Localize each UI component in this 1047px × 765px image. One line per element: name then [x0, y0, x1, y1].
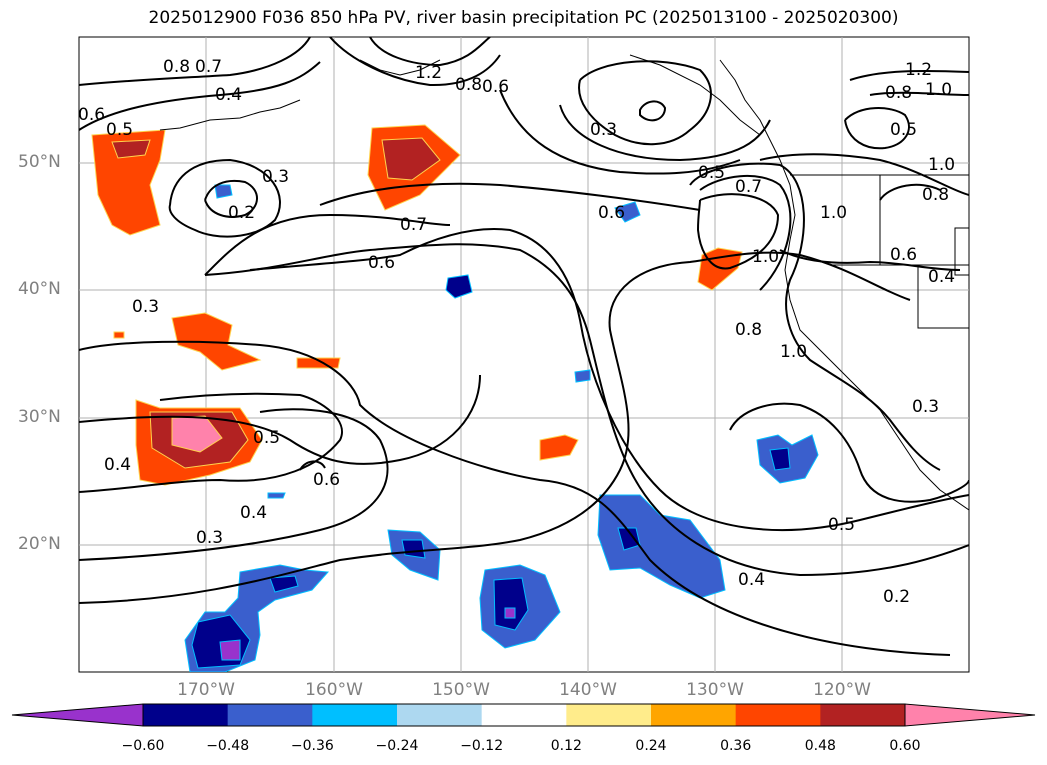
contour-label: 0.8 [163, 57, 190, 77]
colorbar-extend-max [904, 703, 1036, 727]
contour-label: 0.5 [106, 120, 133, 140]
colorbar-segment [735, 704, 821, 726]
contour-label: 0.7 [735, 177, 762, 197]
contour-labels: 0.8 0.7 0.4 0.6 0.5 0.3 0.2 0.7 0.6 1.2 … [78, 57, 955, 607]
colorbar-segment [481, 704, 567, 726]
contour-label: 0.4 [738, 570, 765, 590]
map-title: 2025012900 F036 850 hPa PV, river basin … [148, 8, 899, 28]
contour-label: 0.5 [828, 515, 855, 535]
lon-label: 170°W [177, 680, 235, 700]
colorbar-extend-min [11, 703, 144, 727]
contour-label: 0.3 [132, 297, 159, 317]
lon-label: 130°W [686, 680, 744, 700]
contour-label: 0.3 [912, 397, 939, 417]
contour-label: 0.6 [368, 253, 395, 273]
contour-label: 0.4 [240, 503, 267, 523]
contour-label: 0.6 [890, 245, 917, 265]
contour-label: 0.8 [922, 185, 949, 205]
lat-label: 40°N [18, 279, 61, 299]
contour-label: 0.2 [228, 203, 255, 223]
contour-label: 0.7 [195, 57, 222, 77]
lat-label: 20°N [18, 534, 61, 554]
colorbar-segment [566, 704, 652, 726]
contour-label: 0.6 [78, 105, 105, 125]
contour-label: 0.4 [928, 267, 955, 287]
contour-label: 0.3 [590, 120, 617, 140]
lat-label: 30°N [18, 407, 61, 427]
colorbar-tick-label: 0.12 [550, 738, 582, 754]
contour-label: 0.6 [482, 77, 509, 97]
graticule [79, 37, 969, 672]
contour-label: 0.5 [253, 428, 280, 448]
contour-label: 0.2 [883, 587, 910, 607]
coastlines [159, 54, 969, 511]
colorbar-segment [227, 704, 313, 726]
contour-label: 0.5 [698, 163, 725, 183]
lon-label: 150°W [432, 680, 490, 700]
colorbar-segment [651, 704, 737, 726]
contour-label: 1.0 [928, 155, 955, 175]
negative-pc-areas [184, 184, 819, 672]
contour-label: 0.6 [598, 203, 625, 223]
lon-label: 160°W [305, 680, 363, 700]
lon-label: 120°W [813, 680, 871, 700]
contour-label: 0.4 [104, 455, 131, 475]
contour-label: 1.0 [752, 247, 779, 267]
contour-label: 0.8 [885, 83, 912, 103]
contour-label: 1.2 [905, 60, 932, 80]
colorbar-segment [312, 704, 398, 726]
colorbar [11, 703, 1036, 727]
lat-label: 50°N [18, 152, 61, 172]
colorbar-tick-label: −0.24 [375, 738, 419, 754]
lon-label: 140°W [559, 680, 617, 700]
positive-pc-areas [91, 124, 743, 486]
colorbar-frame [142, 703, 906, 727]
colorbar-segment [397, 704, 483, 726]
contour-label: 0.6 [313, 470, 340, 490]
contour-label: 1.0 [925, 80, 952, 100]
colorbar-tick-label: −0.60 [121, 738, 165, 754]
colorbar-tick-label: −0.36 [290, 738, 334, 754]
contour-label: 0.3 [262, 167, 289, 187]
colorbar-tick-label: 0.48 [804, 738, 836, 754]
contour-label: 0.4 [215, 85, 242, 105]
contour-label: 0.7 [400, 215, 427, 235]
colorbar-tick-label: 0.36 [720, 738, 752, 754]
contour-label: 0.8 [455, 75, 482, 95]
colorbar-tick-label: −0.12 [460, 738, 504, 754]
contour-label: 0.5 [890, 120, 917, 140]
colorbar-tick-label: 0.60 [889, 738, 921, 754]
colorbar-segment [143, 704, 229, 726]
pv-contours [79, 37, 969, 656]
colorbar-tick-label: −0.48 [206, 738, 250, 754]
contour-label: 1.2 [415, 63, 442, 83]
contour-label: 1.0 [820, 203, 847, 223]
contour-label: 0.8 [735, 320, 762, 340]
colorbar-tick-label: 0.24 [635, 738, 667, 754]
colorbar-segment [820, 704, 906, 726]
contour-label: 1.0 [780, 342, 807, 362]
contour-label: 0.3 [196, 528, 223, 548]
